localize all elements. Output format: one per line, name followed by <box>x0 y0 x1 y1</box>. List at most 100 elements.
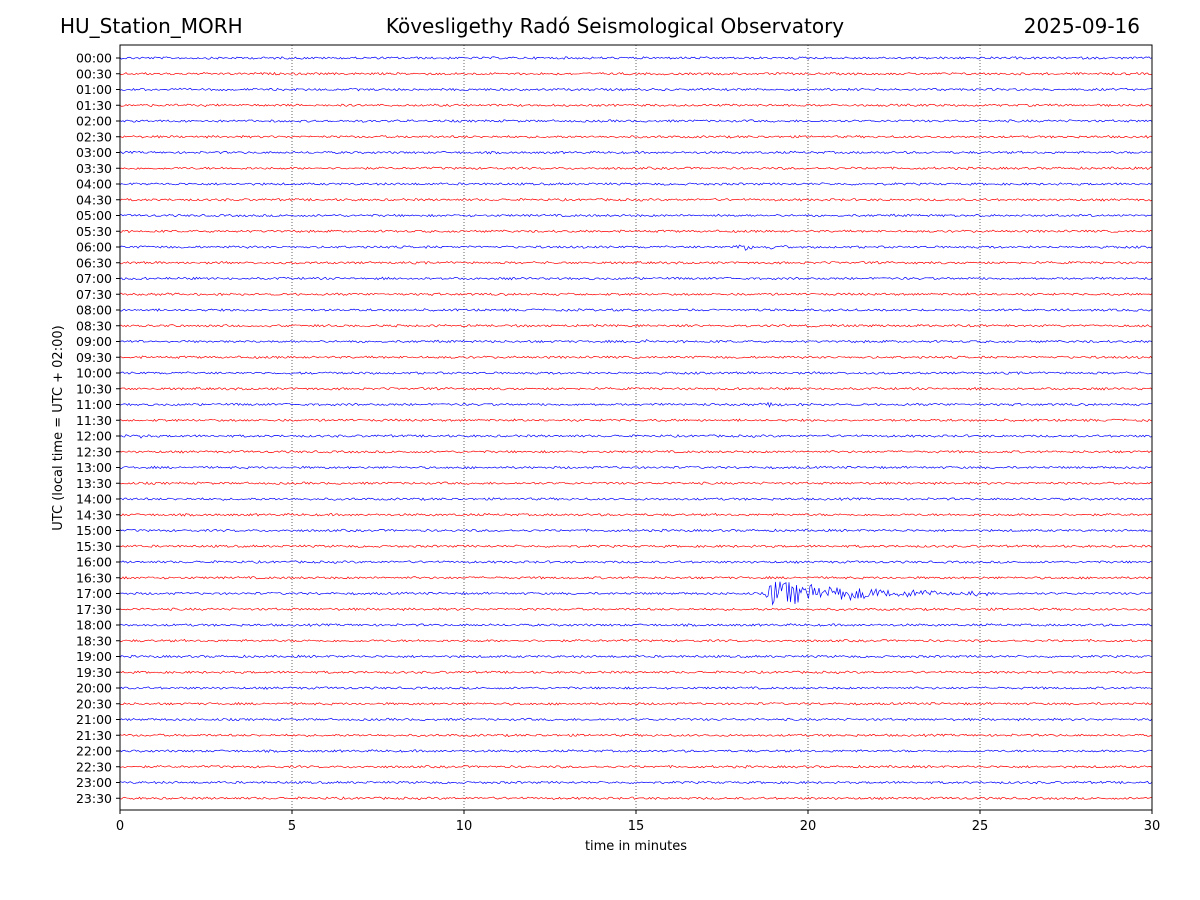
trace-1430 <box>119 512 1153 517</box>
trace-0830 <box>119 323 1153 328</box>
y-tick-label: 10:30 <box>76 381 112 396</box>
y-tick-label: 09:30 <box>76 350 112 365</box>
y-tick-label: 09:00 <box>76 334 112 349</box>
trace-0430 <box>119 197 1153 202</box>
y-tick-label: 23:30 <box>76 791 112 806</box>
y-tick-label: 14:30 <box>76 507 112 522</box>
station-name: HU_Station_MORH <box>60 14 243 38</box>
y-tick-label: 12:30 <box>76 444 112 459</box>
y-tick-label: 14:00 <box>76 492 112 507</box>
trace-2000 <box>119 686 1153 690</box>
trace-0800 <box>119 308 1153 312</box>
y-tick-label: 06:00 <box>76 240 112 255</box>
trace-2030 <box>119 701 1153 706</box>
trace-0530 <box>119 229 1153 234</box>
y-tick-label: 04:00 <box>76 177 112 192</box>
y-tick-label: 12:00 <box>76 429 112 444</box>
x-tick-label: 0 <box>116 819 124 834</box>
y-tick-label: 03:00 <box>76 145 112 160</box>
x-tick-label: 25 <box>972 819 989 834</box>
y-tick-label: 19:30 <box>76 665 112 680</box>
y-tick-label: 15:00 <box>76 523 112 538</box>
y-tick-label: 00:30 <box>76 66 112 81</box>
y-tick-label: 01:00 <box>76 82 112 97</box>
y-tick-label: 22:00 <box>76 744 112 759</box>
y-tick-label: 21:00 <box>76 712 112 727</box>
trace-1330 <box>119 481 1153 486</box>
trace-1400 <box>119 497 1153 501</box>
y-tick-label: 02:30 <box>76 129 112 144</box>
y-tick-label: 08:00 <box>76 303 112 318</box>
trace-1900 <box>119 654 1153 659</box>
trace-1200 <box>119 434 1153 439</box>
trace-0030 <box>119 71 1153 76</box>
y-axis-label: UTC (local time = UTC + 02:00) <box>51 325 66 530</box>
y-tick-label: 15:30 <box>76 539 112 554</box>
y-tick-label: 05:00 <box>76 208 112 223</box>
x-tick-label: 10 <box>456 819 473 834</box>
x-tick-label: 30 <box>1144 819 1161 834</box>
y-tick-label: 20:00 <box>76 681 112 696</box>
y-tick-label: 08:30 <box>76 318 112 333</box>
trace-2130 <box>119 733 1153 738</box>
trace-0630 <box>119 260 1153 265</box>
trace-0130 <box>119 103 1153 108</box>
trace-2330 <box>119 796 1153 801</box>
y-axis-ticks: 00:0000:3001:0001:3002:0002:3003:0003:30… <box>76 51 120 806</box>
y-tick-label: 19:00 <box>76 649 112 664</box>
y-tick-label: 07:00 <box>76 271 112 286</box>
trace-0400 <box>119 182 1153 186</box>
trace-1000 <box>119 371 1153 375</box>
y-tick-label: 13:30 <box>76 476 112 491</box>
trace-1700 <box>119 581 1153 606</box>
trace-1800 <box>119 623 1152 627</box>
y-tick-label: 18:00 <box>76 618 112 633</box>
trace-1530 <box>119 544 1153 548</box>
trace-1500 <box>119 528 1153 533</box>
trace-0300 <box>119 150 1153 155</box>
trace-2200 <box>119 749 1153 753</box>
trace-layer <box>119 56 1153 801</box>
trace-0330 <box>119 166 1153 171</box>
trace-0100 <box>119 87 1153 92</box>
y-tick-label: 01:30 <box>76 98 112 113</box>
y-tick-label: 03:30 <box>76 161 112 176</box>
trace-1730 <box>119 607 1153 612</box>
y-tick-label: 17:00 <box>76 586 112 601</box>
trace-0200 <box>119 119 1153 123</box>
trace-0900 <box>119 339 1153 344</box>
trace-1230 <box>119 450 1153 454</box>
y-tick-label: 06:30 <box>76 255 112 270</box>
trace-1030 <box>119 386 1153 391</box>
trace-1300 <box>119 465 1153 470</box>
trace-2100 <box>119 717 1153 722</box>
y-tick-label: 11:30 <box>76 413 112 428</box>
y-tick-label: 10:00 <box>76 366 112 381</box>
trace-1630 <box>119 575 1153 580</box>
y-tick-label: 13:00 <box>76 460 112 475</box>
record-date: 2025-09-16 <box>1023 14 1140 38</box>
trace-0600 <box>119 244 1153 251</box>
trace-0000 <box>119 56 1153 60</box>
y-tick-label: 11:00 <box>76 397 112 412</box>
observatory-title: Kövesligethy Radó Seismological Observat… <box>385 14 845 38</box>
y-tick-label: 22:30 <box>76 759 112 774</box>
y-tick-label: 16:30 <box>76 570 112 585</box>
y-tick-label: 02:00 <box>76 114 112 129</box>
trace-0230 <box>119 134 1153 139</box>
x-axis-label: time in minutes <box>585 839 687 854</box>
y-tick-label: 17:30 <box>76 602 112 617</box>
grid-lines <box>291 45 981 810</box>
trace-1600 <box>119 560 1153 564</box>
trace-1830 <box>119 638 1153 643</box>
trace-0500 <box>119 213 1153 218</box>
y-tick-label: 05:30 <box>76 224 112 239</box>
trace-1930 <box>119 670 1153 675</box>
trace-1130 <box>119 418 1153 423</box>
x-axis-ticks: 0 5 10 15 20 25 30 <box>116 810 1160 834</box>
y-tick-label: 00:00 <box>76 51 112 66</box>
y-tick-label: 21:30 <box>76 728 112 743</box>
x-tick-label: 20 <box>800 819 817 834</box>
trace-0930 <box>119 355 1153 360</box>
